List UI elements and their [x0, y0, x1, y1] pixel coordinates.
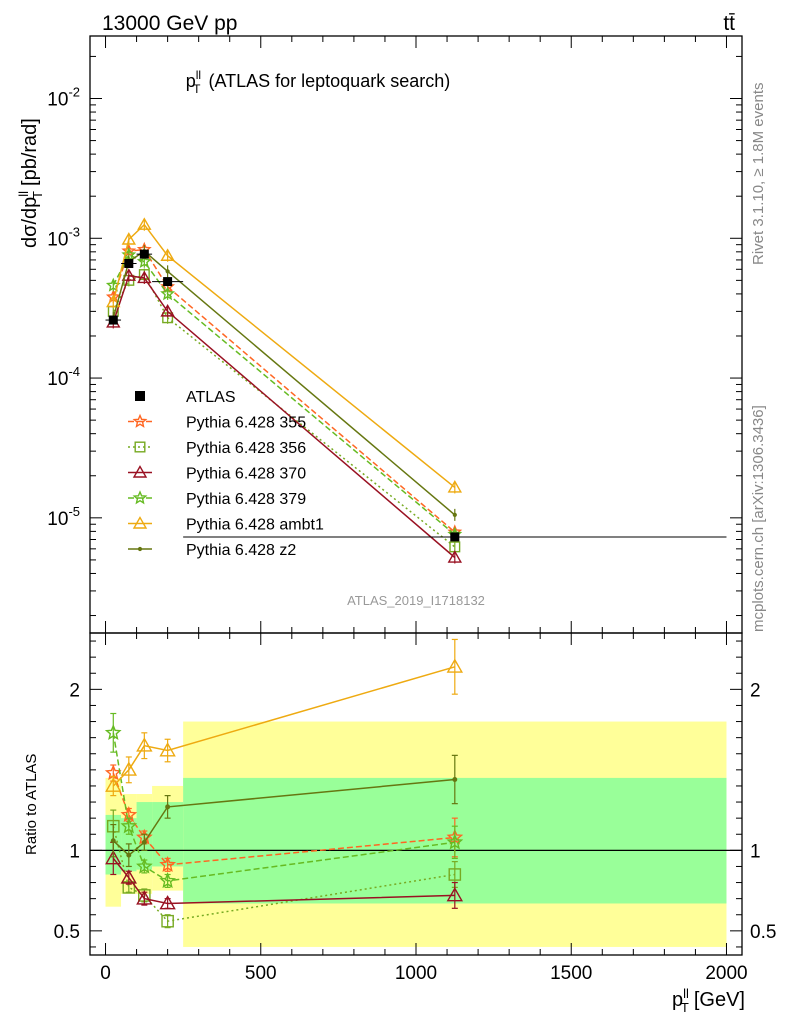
ratio-point-5-0	[110, 838, 116, 844]
ratio-series-group	[104, 638, 464, 929]
x-tick-label-0: 0	[100, 963, 111, 984]
x-axis-label: pll T [GeV]	[672, 986, 745, 1015]
analysis-watermark: ATLAS_2019_I1718132	[347, 593, 485, 608]
header-final-state: tt̄	[723, 12, 735, 35]
legend-label-0: ATLAS	[186, 389, 236, 406]
legend-marker-4	[132, 490, 148, 505]
series-point-2-3	[160, 303, 175, 317]
y-tick-label--2: 10-2	[47, 85, 80, 111]
ratio-point-4-4	[446, 658, 464, 673]
series-line-3	[112, 253, 456, 536]
series-point-4-3	[160, 248, 175, 261]
series-point-4-0	[106, 294, 121, 308]
series-point-2-4	[447, 550, 463, 563]
mcplots-label: mcplots.cern.ch [arXiv:1306.3436]	[750, 405, 767, 632]
ratio-point-3-1	[120, 817, 138, 834]
legend-label-2: Pythia 6.428 356	[186, 440, 306, 457]
ratio-tick-label-right-2: 2	[750, 680, 761, 701]
series-point-4-1	[121, 232, 137, 245]
ratio-point-3-4	[446, 833, 464, 850]
header-process: 13000 GeV pp	[102, 12, 237, 35]
y-axis-label: dσ/dpllT[pb/rad]	[16, 118, 45, 248]
ratio-point-5-3	[165, 804, 171, 810]
ratio-line-0	[112, 772, 455, 866]
legend-marker-3	[132, 465, 148, 478]
data-point-4	[450, 532, 460, 542]
rivet-version-label: Rivet 3.1.10, ≥ 1.8M events	[750, 83, 767, 266]
legend-marker-5	[132, 516, 148, 529]
axes-group: 0 500 1000 1500 2000 10-5 10-4 10-3 10-2 0.5 0.5 1 1…	[47, 35, 776, 984]
legend-label-6: Pythia 6.428 z2	[186, 542, 296, 559]
legend-label-4: Pythia 6.428 379	[186, 491, 306, 508]
ratio-point-1-3	[161, 914, 174, 928]
legend-marker-2	[134, 441, 146, 453]
ratio-tick-label-left-0.5: 0.5	[54, 922, 80, 943]
ratio-point-2-4	[446, 887, 464, 902]
ratio-point-2-0	[105, 849, 122, 865]
x-tick-label-2000: 2000	[705, 963, 747, 984]
legend-marker-0	[135, 391, 145, 401]
series-point-4-4	[447, 480, 463, 493]
ratio-point-4-0	[105, 777, 122, 792]
series-point-5-3	[165, 269, 170, 274]
ratio-y-axis-label: Ratio to ATLAS	[23, 754, 40, 855]
ratio-point-4-2	[136, 737, 153, 752]
ratio-point-4-3	[159, 742, 176, 757]
legend-marker-6	[137, 546, 143, 552]
main-series-group	[105, 217, 727, 564]
data-point-1	[124, 259, 134, 269]
ratio-point-2-2	[136, 890, 153, 905]
ratio-point-2-1	[120, 869, 138, 884]
data-point-0	[108, 315, 118, 325]
ratio-point-5-4	[452, 777, 458, 782]
y-tick-label--5: 10-5	[47, 504, 80, 530]
series-point-4-2	[137, 217, 152, 230]
x-tick-label-1500: 1500	[550, 963, 592, 984]
ratio-point-5-2	[141, 839, 147, 845]
ratio-point-5-1	[126, 852, 132, 858]
ratio-point-3-0	[104, 723, 122, 740]
ratio-tick-label-right-0.5: 0.5	[750, 922, 776, 943]
ratio-point-0-3	[159, 855, 177, 872]
ratio-point-1-4	[448, 868, 462, 881]
legend-label-1: Pythia 6.428 355	[186, 415, 306, 432]
ratio-tick-label-left-1: 1	[69, 841, 80, 862]
plot-title: pll T (ATLAS for leptoquark search)	[186, 68, 450, 96]
legend-marker-1	[132, 413, 148, 428]
series-point-3-2	[136, 253, 152, 268]
y-tick-label--3: 10-3	[47, 224, 80, 250]
ratio-uncertainty-bands	[90, 721, 742, 947]
x-tick-label-500: 500	[245, 963, 277, 984]
y-tick-label--4: 10-4	[47, 364, 80, 390]
legend-label-3: Pythia 6.428 370	[186, 466, 306, 483]
ratio-tick-label-left-2: 2	[69, 680, 80, 701]
x-tick-label-1000: 1000	[395, 963, 437, 984]
series-point-2-2	[137, 270, 152, 284]
series-point-5-4	[452, 512, 457, 517]
data-point-3	[163, 277, 173, 287]
ratio-point-3-3	[159, 872, 177, 889]
ratio-point-4-1	[120, 761, 138, 776]
ratio-tick-label-right-1: 1	[750, 841, 761, 862]
legend: ATLAS Pythia 6.428 355 Pythia 6.428 356 Pyt…	[128, 389, 324, 559]
ratio-point-3-2	[135, 857, 153, 874]
legend-label-5: Pythia 6.428 ambt1	[186, 517, 324, 534]
series-point-3-3	[160, 286, 176, 301]
ratio-point-2-3	[159, 895, 176, 910]
data-point-2	[139, 249, 149, 259]
